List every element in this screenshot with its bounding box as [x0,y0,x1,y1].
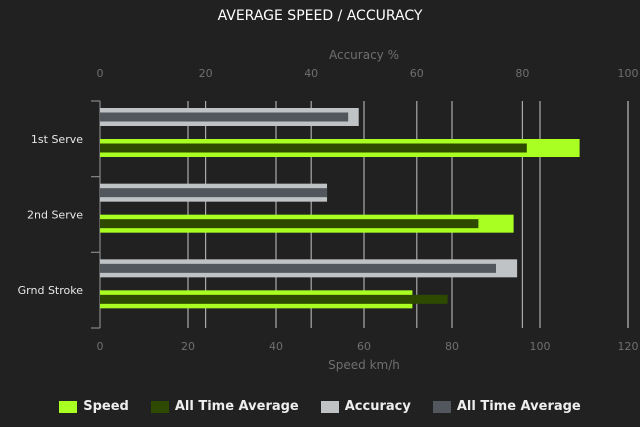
legend-swatch [432,400,451,413]
legend-item[interactable]: All Time Average [432,399,581,414]
category-label: Grnd Stroke [18,284,84,297]
legend-item[interactable]: Speed [59,399,129,414]
accuracy-tick-label: 80 [515,67,529,80]
speed-tick-label: 40 [269,340,283,353]
speed-tick-label: 120 [618,340,639,353]
legend-item[interactable]: Accuracy [320,399,411,414]
accuracy-tick-label: 60 [410,67,424,80]
speed-average-bar [100,294,448,304]
bar-chart: 0 20 40 60 80 100 120 0 20 40 60 80 100 Accuracy % Spe… [18,48,639,372]
legend-swatch [150,400,169,413]
legend-swatch [320,400,339,413]
accuracy-tick-label: 100 [618,67,639,80]
legend: Speed All Time Average Accuracy All Time Av… [0,399,640,414]
accuracy-tick-label: 20 [199,67,213,80]
speed-average-bar [100,219,479,229]
legend-label: All Time Average [174,399,299,414]
speed-average-bar [100,143,527,153]
speed-tick-label: 60 [357,340,371,353]
accuracy-tick-label: 0 [97,67,104,80]
accuracy-axis-label: Accuracy % [329,48,399,62]
category-label: 2nd Serve [27,209,83,222]
speed-tick-label: 0 [97,340,104,353]
legend-swatch [59,400,78,413]
accuracy-tick-label: 40 [304,67,318,80]
accuracy-average-bar [100,112,349,122]
speed-tick-label: 100 [530,340,551,353]
chart-title: AVERAGE SPEED / ACCURACY [217,8,423,24]
accuracy-average-bar [100,188,328,198]
legend-item[interactable]: All Time Average [150,399,299,414]
speed-tick-label: 20 [181,340,195,353]
category-label: 1st Serve [31,133,83,146]
legend-label: All Time Average [456,399,581,414]
accuracy-average-bar [100,263,496,273]
speed-axis-label: Speed km/h [328,358,400,372]
speed-tick-label: 80 [445,340,459,353]
legend-label: Accuracy [344,399,411,414]
legend-label: Speed [83,399,129,414]
